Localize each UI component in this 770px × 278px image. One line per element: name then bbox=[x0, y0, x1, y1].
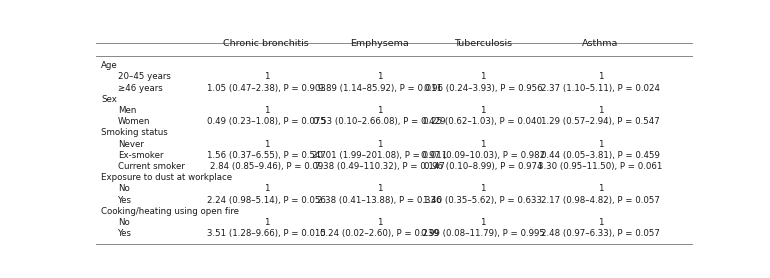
Text: 2.17 (0.98–4.82), P = 0.057: 2.17 (0.98–4.82), P = 0.057 bbox=[541, 196, 660, 205]
Text: 0.49 (0.23–1.08), P = 0.075: 0.49 (0.23–1.08), P = 0.075 bbox=[207, 117, 326, 126]
Text: 1: 1 bbox=[480, 184, 486, 193]
Text: 1: 1 bbox=[377, 184, 383, 193]
Text: 0.24 (0.02–2.60), P = 0.239: 0.24 (0.02–2.60), P = 0.239 bbox=[320, 229, 439, 238]
Text: 1: 1 bbox=[480, 106, 486, 115]
Text: Current smoker: Current smoker bbox=[118, 162, 185, 171]
Text: Cooking/heating using open fire: Cooking/heating using open fire bbox=[101, 207, 239, 216]
Text: 1: 1 bbox=[598, 106, 603, 115]
Text: 1.29 (0.57–2.94), P = 0.547: 1.29 (0.57–2.94), P = 0.547 bbox=[541, 117, 660, 126]
Text: 1: 1 bbox=[377, 72, 383, 81]
Text: 2.48 (0.97–6.33), P = 0.057: 2.48 (0.97–6.33), P = 0.057 bbox=[541, 229, 660, 238]
Text: 1: 1 bbox=[598, 140, 603, 149]
Text: 1.56 (0.37–6.55), P = 0.547: 1.56 (0.37–6.55), P = 0.547 bbox=[207, 151, 326, 160]
Text: Age: Age bbox=[101, 61, 118, 70]
Text: 0.99 (0.08–11.79), P = 0.995: 0.99 (0.08–11.79), P = 0.995 bbox=[421, 229, 545, 238]
Text: 7.38 (0.49–110.32), P = 0.147: 7.38 (0.49–110.32), P = 0.147 bbox=[315, 162, 444, 171]
Text: 0.25 (0.62–1.03), P = 0.040: 0.25 (0.62–1.03), P = 0.040 bbox=[424, 117, 542, 126]
Text: Women: Women bbox=[118, 117, 150, 126]
Text: Chronic bronchitis: Chronic bronchitis bbox=[223, 39, 310, 48]
Text: Men: Men bbox=[118, 106, 136, 115]
Text: 20–45 years: 20–45 years bbox=[118, 72, 171, 81]
Text: 1: 1 bbox=[263, 72, 269, 81]
Text: 2.37 (1.10–5.11), P = 0.024: 2.37 (1.10–5.11), P = 0.024 bbox=[541, 84, 660, 93]
Text: 3.30 (0.95–11.50), P = 0.061: 3.30 (0.95–11.50), P = 0.061 bbox=[538, 162, 663, 171]
Text: 1: 1 bbox=[263, 140, 269, 149]
Text: 2.84 (0.85–9.46), P = 0.09: 2.84 (0.85–9.46), P = 0.09 bbox=[209, 162, 323, 171]
Text: Smoking status: Smoking status bbox=[101, 128, 168, 137]
Text: 0.53 (0.10–2.66.08), P = 0.429: 0.53 (0.10–2.66.08), P = 0.429 bbox=[313, 117, 446, 126]
Text: No: No bbox=[118, 184, 129, 193]
Text: Never: Never bbox=[118, 140, 144, 149]
Text: 1: 1 bbox=[480, 140, 486, 149]
Text: 0.44 (0.05–3.81), P = 0.459: 0.44 (0.05–3.81), P = 0.459 bbox=[541, 151, 660, 160]
Text: No: No bbox=[118, 218, 129, 227]
Text: 1: 1 bbox=[598, 72, 603, 81]
Text: 1: 1 bbox=[263, 106, 269, 115]
Text: 0.97 (0.09–10.03), P = 0.982: 0.97 (0.09–10.03), P = 0.982 bbox=[421, 151, 545, 160]
Text: 1: 1 bbox=[598, 184, 603, 193]
Text: 3.51 (1.28–9.66), P = 0.015: 3.51 (1.28–9.66), P = 0.015 bbox=[207, 229, 326, 238]
Text: Exposure to dust at workplace: Exposure to dust at workplace bbox=[101, 173, 232, 182]
Text: 1: 1 bbox=[377, 106, 383, 115]
Text: 0.96 (0.10–8.99), P = 0.974: 0.96 (0.10–8.99), P = 0.974 bbox=[424, 162, 542, 171]
Text: 20.01 (1.99–201.08), P = 0.011: 20.01 (1.99–201.08), P = 0.011 bbox=[312, 151, 447, 160]
Text: 1.40 (0.35–5.62), P = 0.633: 1.40 (0.35–5.62), P = 0.633 bbox=[424, 196, 542, 205]
Text: 1: 1 bbox=[480, 218, 486, 227]
Text: Yes: Yes bbox=[118, 196, 132, 205]
Text: 1: 1 bbox=[377, 140, 383, 149]
Text: Sex: Sex bbox=[101, 95, 117, 104]
Text: Ex-smoker: Ex-smoker bbox=[118, 151, 163, 160]
Text: 1: 1 bbox=[263, 218, 269, 227]
Text: 1: 1 bbox=[377, 218, 383, 227]
Text: Yes: Yes bbox=[118, 229, 132, 238]
Text: 1.05 (0.47–2.38), P = 0.903: 1.05 (0.47–2.38), P = 0.903 bbox=[207, 84, 326, 93]
Text: Asthma: Asthma bbox=[582, 39, 618, 48]
Text: 1: 1 bbox=[263, 184, 269, 193]
Text: 1: 1 bbox=[480, 72, 486, 81]
Text: ≥46 years: ≥46 years bbox=[118, 84, 162, 93]
Text: Tuberculosis: Tuberculosis bbox=[454, 39, 512, 48]
Text: 9.89 (1.14–85.92), P = 0.011: 9.89 (1.14–85.92), P = 0.011 bbox=[318, 84, 442, 93]
Text: 2.38 (0.41–13.88), P = 0.336: 2.38 (0.41–13.88), P = 0.336 bbox=[317, 196, 442, 205]
Text: Emphysema: Emphysema bbox=[350, 39, 409, 48]
Text: 0.96 (0.24–3.93), P = 0.956: 0.96 (0.24–3.93), P = 0.956 bbox=[424, 84, 542, 93]
Text: 2.24 (0.98–5.14), P = 0.056: 2.24 (0.98–5.14), P = 0.056 bbox=[207, 196, 326, 205]
Text: 1: 1 bbox=[598, 218, 603, 227]
